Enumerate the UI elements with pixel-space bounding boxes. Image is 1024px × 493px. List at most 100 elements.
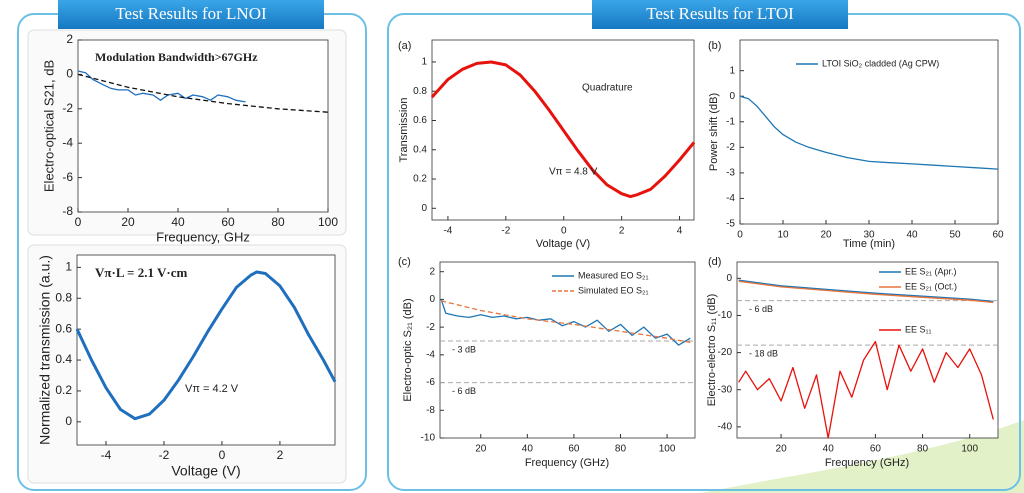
x-tick-label: 60 (870, 444, 882, 455)
y-tick-label: 0 (726, 273, 732, 284)
x-tick-label: 0 (219, 448, 226, 462)
y-tick-label: 0.6 (55, 321, 72, 335)
x-axis-label: Frequency (GHz) (825, 457, 909, 469)
y-tick-label: 0.4 (413, 144, 427, 155)
x-tick-label: 50 (949, 230, 961, 241)
y-tick-label: 0 (729, 91, 735, 102)
y-tick-label: 0.2 (55, 383, 72, 397)
y-axis-label: Electro-electro S₁₁ (dB) (706, 294, 718, 407)
y-tick-label: -4 (62, 135, 73, 149)
legend-label: EE S₂₁ (Oct.) (905, 281, 957, 291)
y-tick-label: 1 (421, 57, 427, 68)
x-tick-label: 100 (318, 215, 338, 229)
y-tick-label: 2 (429, 266, 435, 277)
x-tick-label: 60 (992, 230, 1004, 241)
annotation: Quadrature (582, 83, 633, 94)
y-axis-label: Transmission (398, 98, 410, 163)
x-tick-label: 40 (171, 215, 185, 229)
reference-label: - 6 dB (749, 304, 773, 314)
annotation: Modulation Bandwidth>67GHz (95, 50, 258, 64)
y-tick-label: 0.8 (413, 86, 427, 97)
data-line (441, 300, 691, 344)
y-tick-label: -2 (726, 142, 735, 153)
x-tick-label: -4 (443, 226, 452, 237)
x-tick-label: 100 (961, 444, 978, 455)
y-tick-label: -1 (726, 116, 735, 127)
reference-label: - 18 dB (749, 349, 778, 359)
y-axis-label: Power shift (dB) (708, 93, 720, 171)
data-line (75, 270, 337, 421)
panel-label: (b) (708, 40, 721, 52)
x-tick-label: 20 (475, 444, 487, 455)
y-tick-label: -8 (426, 405, 435, 416)
header: Test Results for LNOI (115, 4, 267, 23)
x-tick-label: 40 (522, 444, 534, 455)
y-tick-label: -2 (426, 322, 435, 333)
reference-label: - 3 dB (452, 344, 476, 354)
x-tick-label: 80 (271, 215, 285, 229)
x-axis-label: Time (min) (843, 238, 895, 250)
y-tick-label: -8 (62, 204, 73, 218)
legend-label: EE S₂₁ (Apr.) (905, 266, 957, 276)
y-axis-label: Normalized transmission (a.u.) (37, 255, 53, 445)
y-tick-label: -6 (426, 377, 435, 388)
x-tick-label: -2 (159, 448, 170, 462)
reference-label: - 6 dB (452, 386, 476, 396)
x-tick-label: -2 (501, 226, 510, 237)
y-tick-label: -20 (718, 347, 733, 358)
header-banner (58, 0, 324, 29)
y-tick-label: -4 (426, 349, 435, 360)
plot-frame (736, 261, 999, 439)
x-tick-label: 100 (659, 444, 676, 455)
x-tick-label: 0 (737, 230, 743, 241)
y-axis-label: Electro-optic S₂₁ (dB) (402, 298, 414, 401)
header: Test Results for LTOI (646, 4, 794, 23)
x-tick-label: 80 (917, 444, 929, 455)
y-tick-label: 2 (66, 32, 73, 46)
x-tick-label: 4 (677, 226, 683, 237)
x-tick-label: 60 (568, 444, 580, 455)
y-tick-label: 0 (429, 294, 435, 305)
plot-frame (77, 39, 329, 213)
x-tick-label: 20 (776, 444, 788, 455)
y-tick-label: -10 (718, 310, 733, 321)
y-tick-label: 0.2 (413, 174, 427, 185)
panel-label: (d) (708, 256, 721, 268)
annotation: Vπ·L = 2.1 V·cm (95, 265, 187, 280)
header-banner (592, 0, 848, 29)
y-tick-label: 1 (65, 260, 72, 274)
x-tick-label: 80 (615, 444, 627, 455)
data-line (738, 279, 994, 303)
data-line (738, 280, 994, 304)
annotation: Vπ = 4.2 V (185, 383, 239, 395)
y-tick-label: 0.6 (413, 115, 427, 126)
y-tick-label: -40 (718, 422, 733, 433)
y-tick-label: -3 (726, 168, 735, 179)
x-axis-label: Voltage (V) (536, 238, 590, 250)
x-axis-label: Voltage (V) (171, 463, 240, 479)
y-tick-label: 0 (421, 203, 427, 214)
x-tick-label: 40 (906, 230, 918, 241)
y-axis-label: Electro-optical S21, dB (41, 60, 56, 192)
x-tick-label: 60 (221, 215, 235, 229)
x-tick-label: 40 (823, 444, 835, 455)
x-tick-label: 0 (75, 215, 82, 229)
y-tick-label: 0.8 (55, 290, 72, 304)
x-axis-label: Frequency (GHz) (525, 457, 609, 469)
plot-frame (439, 261, 696, 439)
y-tick-label: 0.4 (55, 352, 72, 366)
x-tick-label: 2 (277, 448, 284, 462)
plot-frame (76, 254, 336, 446)
x-tick-label: 0 (561, 226, 567, 237)
data-line (430, 60, 696, 199)
decoration (700, 420, 1024, 493)
plot-frame (739, 39, 999, 225)
y-tick-label: 0 (66, 67, 73, 81)
x-tick-label: 10 (777, 230, 789, 241)
y-tick-label: -30 (718, 384, 733, 395)
x-axis-label: Frequency, GHz (156, 229, 250, 244)
legend-label: LTOI SiO₂ cladded (Ag CPW) (822, 58, 939, 68)
x-tick-label: -4 (101, 448, 112, 462)
data-line (77, 70, 246, 103)
